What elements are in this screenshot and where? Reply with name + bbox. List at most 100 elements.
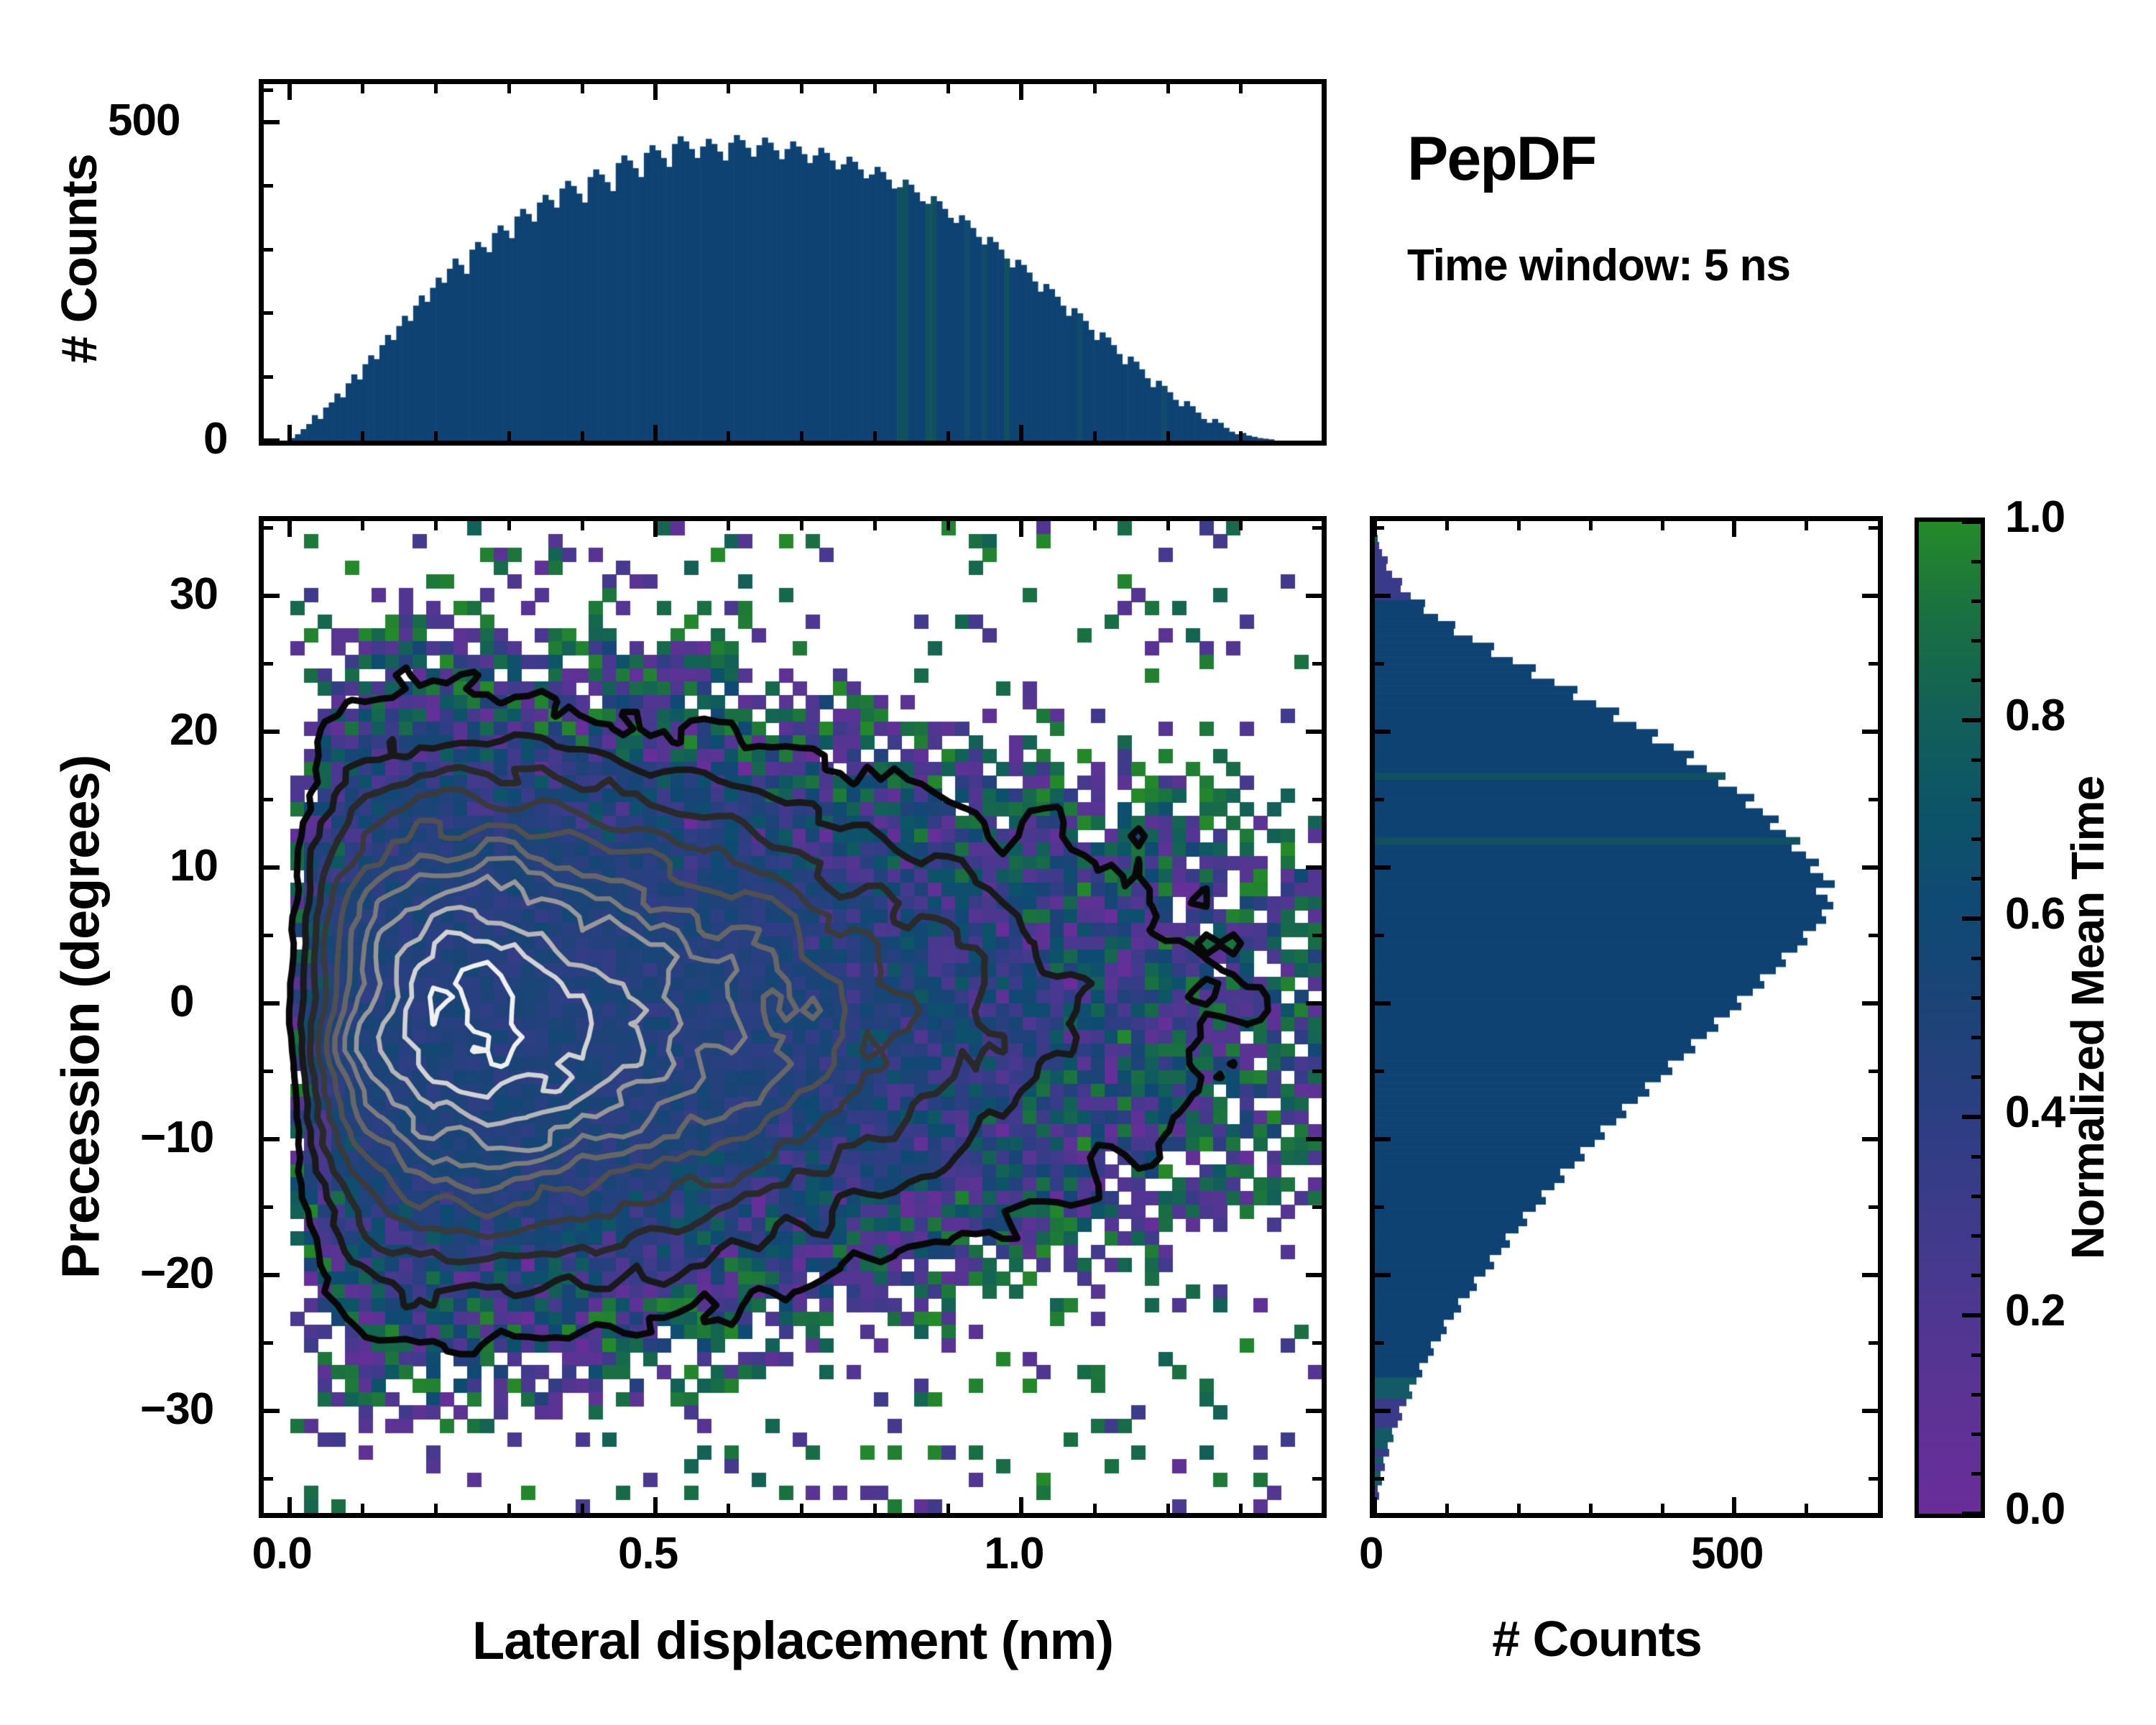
main-ytick-label: 0 bbox=[170, 977, 194, 1027]
main-ytick-major bbox=[264, 1137, 280, 1142]
main-ytick-major bbox=[264, 730, 280, 734]
colorbar-tick-minor bbox=[1971, 995, 1981, 1000]
right-hist-xtick-major bbox=[1732, 1497, 1736, 1513]
main-ytick-minor bbox=[1312, 798, 1322, 802]
top-hist-xtick-minor bbox=[1166, 84, 1170, 93]
right-hist-xtick-major bbox=[1732, 521, 1736, 537]
right-hist-ytick-minor bbox=[1375, 1341, 1384, 1346]
colorbar-tick-minor bbox=[1971, 1274, 1981, 1278]
right-hist-xtick-minor bbox=[1516, 1504, 1521, 1513]
main-xtick-minor bbox=[361, 521, 365, 530]
main-xtick-minor bbox=[1166, 521, 1170, 530]
top-hist-ytick-minor bbox=[264, 88, 273, 93]
top-hist-ytick-minor bbox=[264, 184, 273, 188]
main-xtick-label: 1.0 bbox=[984, 1529, 1044, 1578]
top-hist-xtick-minor bbox=[727, 431, 731, 441]
top-hist-xtick-major bbox=[287, 425, 292, 441]
main-xtick-minor bbox=[580, 1504, 584, 1513]
top-hist-xtick-minor bbox=[1092, 84, 1097, 93]
main-ytick-label: −30 bbox=[140, 1384, 214, 1435]
main-xtick-minor bbox=[1092, 521, 1097, 530]
main-ytick-minor bbox=[264, 525, 273, 530]
main-plot-xlabel: Lateral displacement (nm) bbox=[471, 1611, 1114, 1670]
right-hist-ytick-minor bbox=[1375, 798, 1384, 802]
right-hist-ytick-minor bbox=[1375, 1205, 1384, 1210]
right-hist-ytick-minor bbox=[1375, 661, 1384, 666]
main-ytick-minor bbox=[264, 1070, 273, 1074]
main-ytick-major bbox=[264, 1001, 280, 1006]
colorbar-tick-minor bbox=[1971, 1392, 1981, 1397]
top-hist-xtick-major bbox=[287, 84, 292, 100]
right-hist-ytick-major bbox=[1375, 593, 1391, 598]
colorbar-tick-minor bbox=[1971, 1075, 1981, 1080]
right-hist-xtick-minor bbox=[1804, 1504, 1808, 1513]
top-hist-xtick-minor bbox=[800, 84, 804, 93]
top-hist-ylabel: # Counts bbox=[51, 154, 107, 364]
main-joint-plot bbox=[259, 516, 1327, 1518]
main-xtick-minor bbox=[1166, 1504, 1170, 1513]
right-hist-ytick-major bbox=[1375, 1137, 1391, 1142]
colorbar-tick-major bbox=[1962, 1512, 1981, 1516]
top-hist-xtick-minor bbox=[507, 84, 511, 93]
right-hist-ytick-major bbox=[1375, 1001, 1391, 1006]
right-hist-ytick-major bbox=[1375, 1409, 1391, 1414]
main-xtick-minor bbox=[873, 521, 877, 530]
colorbar-tick-label: 0.4 bbox=[2005, 1087, 2065, 1137]
main-ytick-minor bbox=[264, 1205, 273, 1210]
colorbar-tick-minor bbox=[1971, 956, 1981, 960]
main-ytick-minor bbox=[264, 1341, 273, 1346]
colorbar-tick-minor bbox=[1971, 678, 1981, 683]
main-ytick-minor bbox=[1312, 1477, 1322, 1481]
colorbar-gradient bbox=[1919, 522, 1981, 1514]
main-xtick-major bbox=[1019, 1497, 1024, 1513]
right-hist-ytick-major bbox=[1375, 1273, 1391, 1278]
right-hist-xtick-minor bbox=[1588, 1504, 1593, 1513]
main-ytick-minor bbox=[1312, 1205, 1322, 1210]
main-xtick-minor bbox=[507, 1504, 511, 1513]
main-ytick-minor bbox=[1312, 525, 1322, 530]
main-ytick-major bbox=[1306, 593, 1322, 598]
right-hist-ytick-minor bbox=[1375, 1477, 1384, 1481]
top-hist-xtick-major bbox=[1019, 425, 1024, 441]
colorbar-tick-minor bbox=[1971, 758, 1981, 762]
colorbar-tick-minor bbox=[1971, 599, 1981, 603]
top-hist-xtick-minor bbox=[580, 431, 584, 441]
top-marginal-histogram bbox=[259, 79, 1327, 446]
top-hist-xtick-major bbox=[1019, 84, 1024, 100]
main-ytick-minor bbox=[1312, 661, 1322, 666]
top-hist-xtick-minor bbox=[580, 84, 584, 93]
right-hist-ytick-major bbox=[1862, 1001, 1878, 1006]
colorbar-tick-label: 0.2 bbox=[2005, 1286, 2065, 1335]
top-hist-xtick-minor bbox=[361, 84, 365, 93]
colorbar-tick-minor bbox=[1971, 1234, 1981, 1238]
top-hist-xtick-minor bbox=[1239, 431, 1243, 441]
main-xtick-minor bbox=[727, 1504, 731, 1513]
top-hist-xtick-minor bbox=[946, 84, 950, 93]
main-xtick-major bbox=[1019, 521, 1024, 537]
main-ytick-minor bbox=[1312, 1070, 1322, 1074]
right-hist-ytick-minor bbox=[1869, 661, 1878, 666]
main-xtick-minor bbox=[727, 521, 731, 530]
colorbar-tick-major bbox=[1962, 916, 1981, 921]
colorbar-tick-minor bbox=[1971, 797, 1981, 801]
main-xtick-minor bbox=[873, 1504, 877, 1513]
colorbar-tick-label: 1.0 bbox=[2005, 492, 2065, 542]
colorbar-tick-major bbox=[1962, 520, 1981, 524]
colorbar-tick-minor bbox=[1971, 1036, 1981, 1040]
main-ytick-major bbox=[264, 1409, 280, 1414]
main-xtick-minor bbox=[361, 1504, 365, 1513]
main-ytick-major bbox=[1306, 1001, 1322, 1006]
top-hist-xtick-minor bbox=[946, 431, 950, 441]
main-xtick-minor bbox=[800, 521, 804, 530]
top-hist-xtick-major bbox=[653, 425, 658, 441]
main-xtick-major bbox=[653, 521, 658, 537]
right-hist-ytick-major bbox=[1375, 730, 1391, 734]
colorbar-tick-major bbox=[1962, 1115, 1981, 1119]
main-ytick-label: 30 bbox=[170, 569, 218, 619]
top-hist-ytick-minor bbox=[264, 247, 273, 252]
main-xtick-minor bbox=[1239, 521, 1243, 530]
right-hist-xtick-minor bbox=[1445, 1504, 1449, 1513]
joint-heatmap-canvas bbox=[264, 521, 1322, 1513]
main-ytick-minor bbox=[264, 1477, 273, 1481]
top-hist-xtick-minor bbox=[873, 84, 877, 93]
